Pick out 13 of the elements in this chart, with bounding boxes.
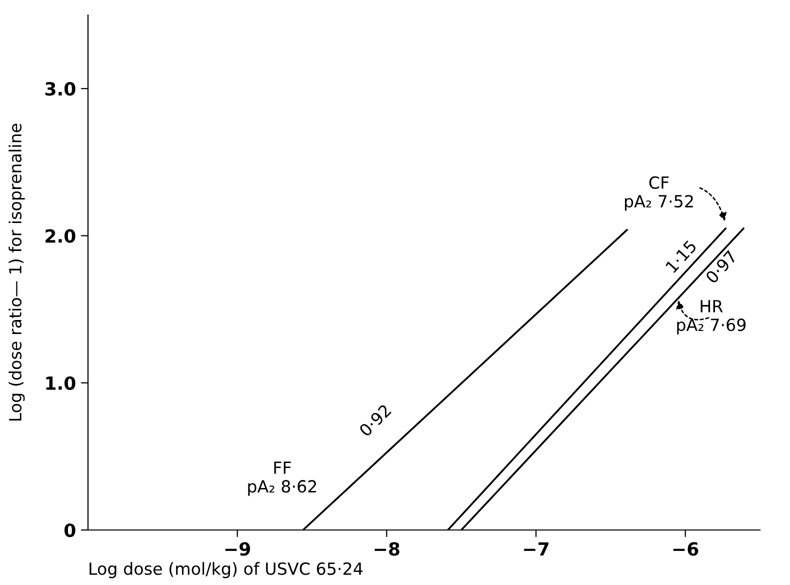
y-tick-label: 0: [64, 523, 76, 538]
x-tick-label: −6: [673, 542, 698, 556]
annotation: HR pA₂ 7·69: [677, 300, 746, 334]
y-tick-label: 2.0: [46, 229, 76, 243]
y-tick-label: 1.0: [46, 376, 76, 390]
x-axis-title: Log dose (mol/kg) of USVC 65·24: [90, 562, 363, 578]
x-tick-label: −8: [374, 542, 400, 556]
x-tick-label: −9: [225, 542, 250, 556]
annotation: FF pA₂ 8·62: [248, 462, 316, 496]
y-tick-label: 3.0: [45, 82, 76, 96]
x-tick-label: −7: [524, 542, 548, 556]
y-axis-title: Log (dose ratio— 1) for isoprenaline: [8, 124, 25, 420]
annotation: CF pA₂ 7·52: [624, 176, 693, 211]
